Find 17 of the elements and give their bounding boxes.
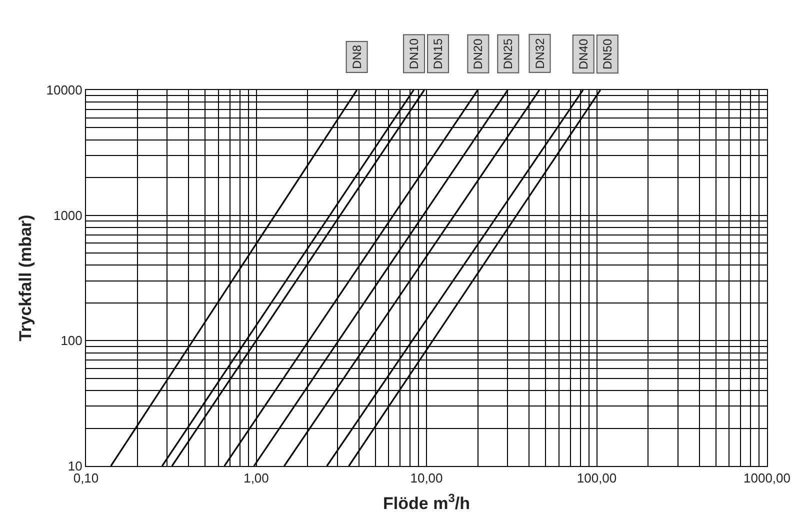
y-tick-label: 10000 (46, 82, 82, 98)
y-axis-title: Tryckfall (mbar) (16, 214, 35, 342)
text: DN8 (350, 44, 364, 69)
text: DN20 (471, 38, 486, 70)
text: DN32 (532, 38, 547, 69)
x-axis-title: Flöde m$^{3}$/h (383, 490, 470, 513)
y-tick-label: 100 (60, 333, 82, 348)
x-tick-label: 10,00 (410, 470, 443, 486)
text: DN50 (600, 38, 614, 70)
text: DN10 (407, 38, 422, 70)
text: DN40 (576, 38, 590, 70)
text: DN15 (431, 38, 446, 70)
x-tick-label: 100,00 (576, 470, 617, 486)
x-tick-label: 1000,00 (744, 470, 790, 486)
text: DN25 (501, 38, 516, 70)
x-tick-label: 1,00 (244, 470, 269, 486)
y-tick-label: 1000 (53, 208, 82, 223)
